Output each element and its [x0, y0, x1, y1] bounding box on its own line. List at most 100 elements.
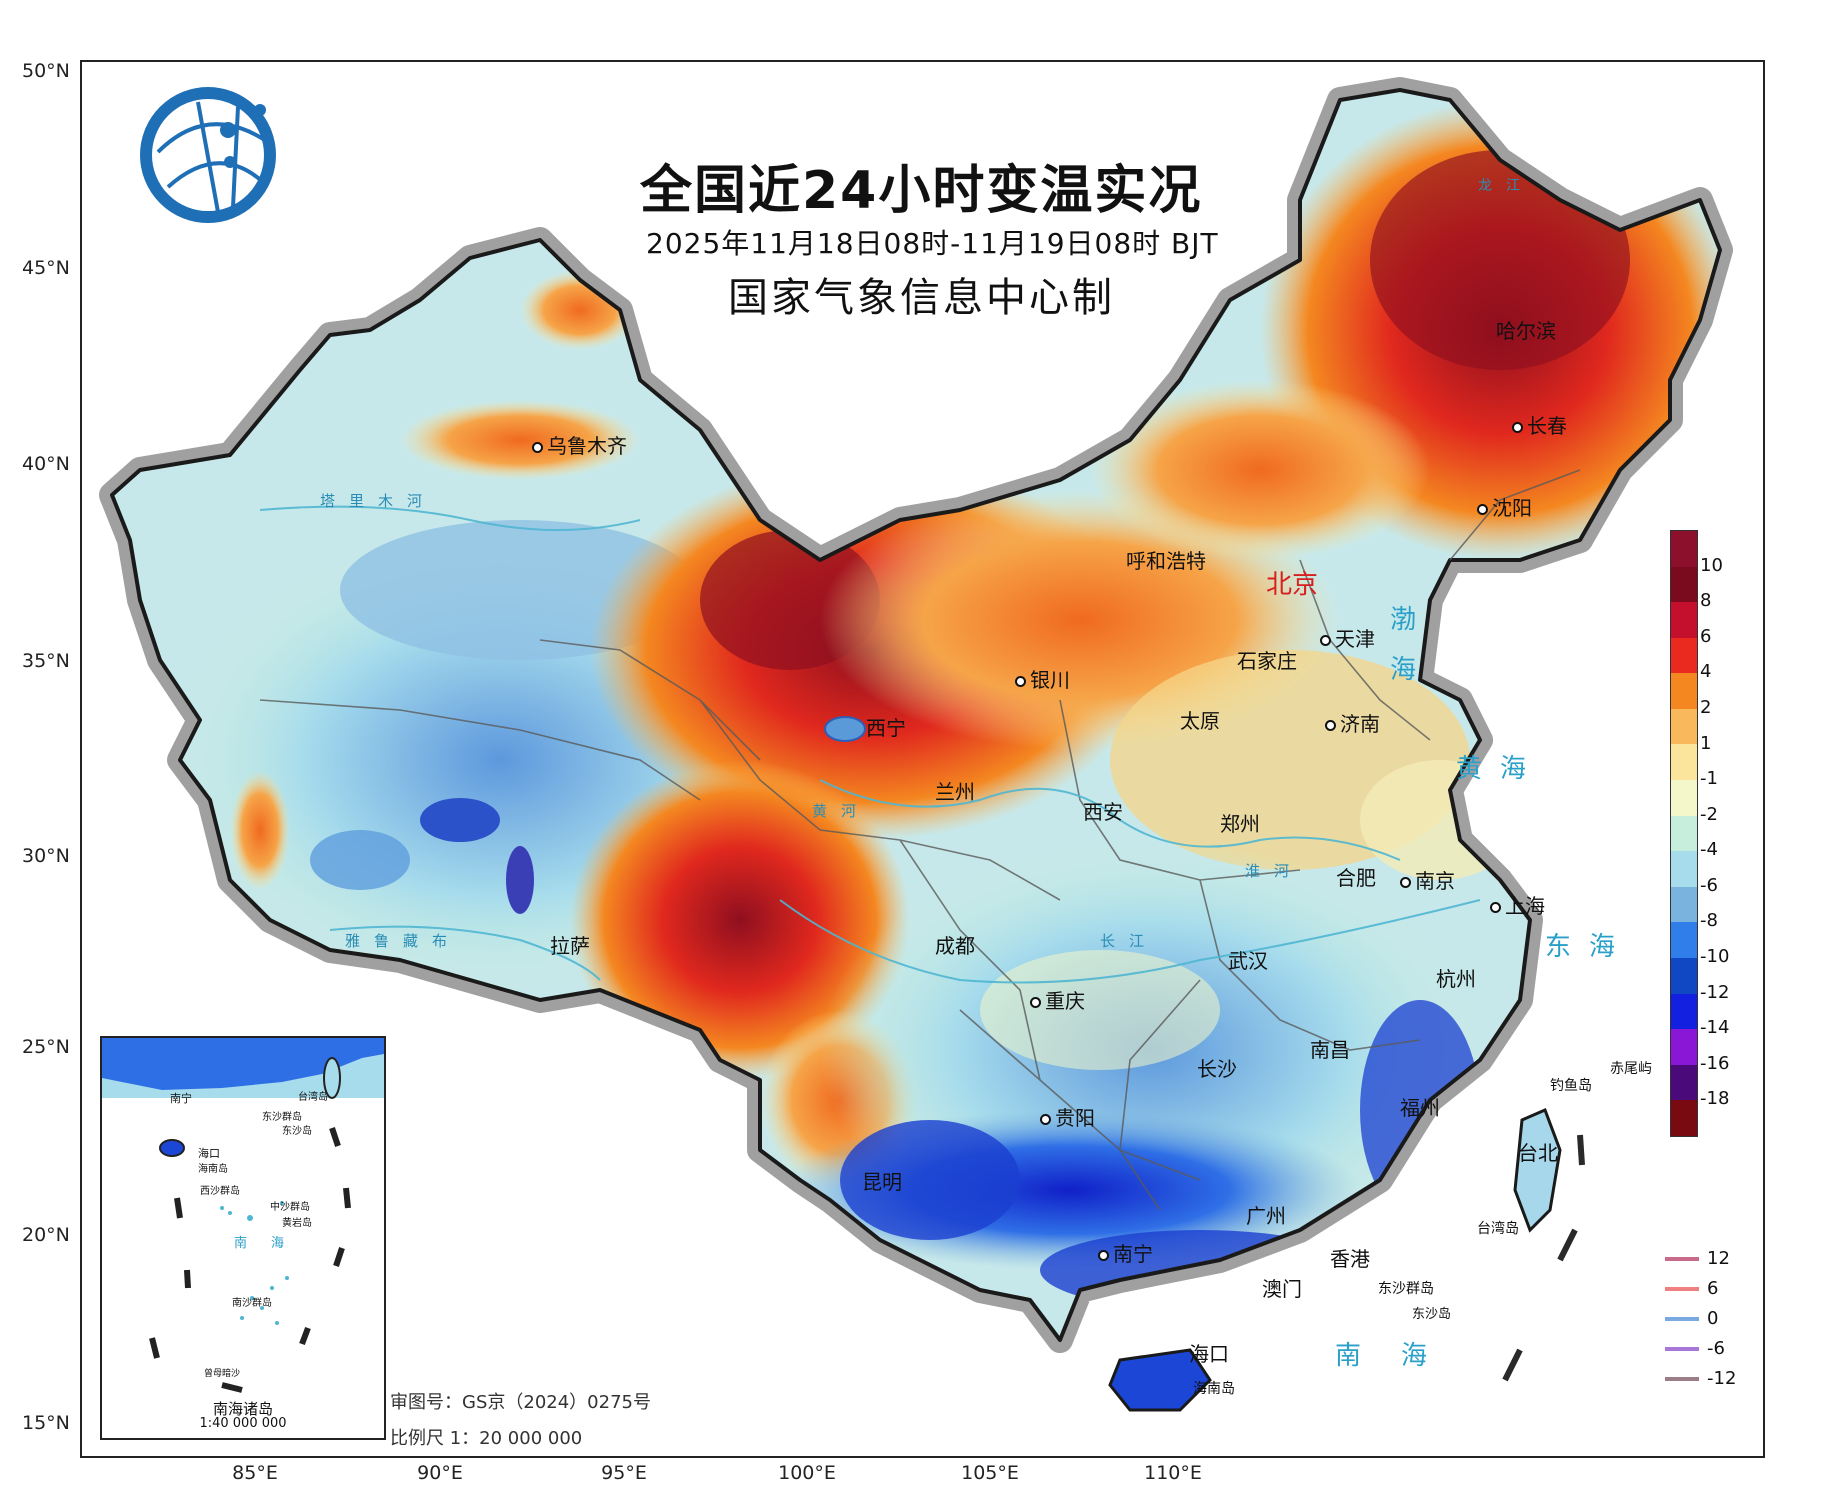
contour-legend-row: -12: [1665, 1368, 1736, 1389]
legend-tick-label: -10: [1700, 946, 1730, 968]
lat-label-40: 40°N: [22, 453, 70, 475]
inset-label: 东沙群岛: [262, 1112, 302, 1123]
city-label: 拉萨: [550, 934, 590, 958]
legend-tick-label: 2: [1700, 696, 1712, 718]
legend-swatch: [1671, 851, 1697, 887]
city-label: 长春: [1512, 410, 1567, 439]
legend-swatch: [1671, 566, 1697, 603]
legend-swatch: [1671, 602, 1697, 638]
legend-tick-label: 4: [1700, 661, 1712, 683]
city-label: 澳门: [1262, 1277, 1302, 1301]
map-title: 全国近24小时变温实况: [640, 161, 1203, 221]
city-label: 郑州: [1220, 812, 1260, 836]
city-label: 兰州: [935, 780, 975, 804]
city-label: 哈尔滨: [1496, 319, 1556, 343]
lat-label-35: 35°N: [22, 650, 70, 672]
contour-legend-row: 12: [1665, 1248, 1730, 1269]
legend-tick-label: -6: [1700, 874, 1718, 896]
legend-swatch: [1671, 922, 1697, 958]
color-legend: [1670, 530, 1698, 1137]
city-label: 成都: [935, 934, 975, 958]
legend-tick-label: 1: [1700, 732, 1712, 754]
legend-swatch: [1671, 780, 1697, 816]
contour-legend-swatch: [1665, 1287, 1699, 1291]
city-label: 香港: [1330, 1247, 1370, 1271]
legend-swatch: [1671, 886, 1697, 923]
city-label: 武汉: [1228, 949, 1268, 973]
legend-swatch: [1671, 531, 1697, 567]
lat-label-20: 20°N: [22, 1224, 70, 1246]
south-china-sea-inset: 南宁 海口 海南岛 西沙群岛 中沙群岛 黄岩岛 南沙群岛 曾母暗沙 东沙群岛 东…: [100, 1036, 386, 1440]
city-label: 南京: [1400, 865, 1455, 894]
legend-tick-label: -4: [1700, 839, 1718, 861]
legend-swatch: [1671, 993, 1697, 1030]
inset-label: 东沙岛: [282, 1126, 312, 1137]
lat-label-50: 50°N: [22, 60, 70, 82]
map-producer: 国家气象信息中心制: [728, 275, 1115, 321]
river-label: 塔里木河: [320, 492, 437, 510]
island-label: 东沙群岛: [1378, 1281, 1434, 1297]
lon-label-95: 95°E: [601, 1462, 647, 1484]
city-label: 广州: [1246, 1204, 1286, 1228]
legend-swatch: [1671, 637, 1697, 674]
island-label: 钓鱼岛: [1550, 1078, 1592, 1094]
lat-label-15: 15°N: [22, 1412, 70, 1434]
city-label: 长沙: [1197, 1057, 1237, 1081]
legend-tick-label: 8: [1700, 590, 1712, 612]
contour-legend-swatch: [1665, 1347, 1699, 1351]
inset-title: 南海诸岛: [212, 1400, 273, 1418]
contour-legend-row: 0: [1665, 1308, 1718, 1329]
lat-label-45: 45°N: [22, 257, 70, 279]
inset-label: 黄岩岛: [282, 1218, 312, 1229]
lat-label-30: 30°N: [22, 845, 70, 867]
legend-swatch: [1671, 744, 1697, 781]
inset-label: 南海: [234, 1236, 309, 1251]
hainan-island: [1108, 1348, 1212, 1412]
river-label: 雅鲁藏布: [345, 932, 462, 950]
city-label: 重庆: [1030, 985, 1085, 1014]
city-label: 乌鲁木齐: [532, 430, 627, 459]
contour-legend-label: 6: [1707, 1278, 1719, 1299]
contour-legend-swatch: [1665, 1317, 1699, 1321]
legend-tick-label: -8: [1700, 910, 1718, 932]
contour-legend-label: -6: [1707, 1338, 1725, 1359]
legend-tick-label: 10: [1700, 554, 1723, 576]
lon-label-100: 100°E: [778, 1462, 836, 1484]
rivers: [259, 505, 1481, 984]
inset-label: 曾母暗沙: [204, 1369, 241, 1379]
province-lines: [259, 469, 1581, 1211]
city-label: 呼和浩特: [1126, 549, 1206, 573]
city-label: 台北: [1518, 1141, 1558, 1165]
inset-label: 南宁: [170, 1092, 192, 1105]
city-label: 太原: [1180, 709, 1220, 733]
qinghai-lake: [824, 716, 866, 742]
lat-label-25: 25°N: [22, 1036, 70, 1058]
city-label: 南宁: [1098, 1238, 1153, 1267]
city-label: 昆明: [862, 1170, 902, 1194]
city-label: 杭州: [1436, 967, 1476, 991]
legend-swatch: [1671, 708, 1697, 745]
inset-label: 海南岛: [198, 1164, 228, 1175]
contour-legend-swatch: [1665, 1377, 1699, 1381]
lon-label-110: 110°E: [1144, 1462, 1202, 1484]
legend-swatch: [1671, 1100, 1697, 1136]
legend-tick-label: -1: [1700, 768, 1718, 790]
city-label: 银川: [1015, 664, 1070, 693]
legend-swatch: [1671, 815, 1697, 852]
city-label: 西宁: [866, 716, 906, 740]
river-label: 淮河: [1245, 862, 1304, 880]
contour-legend-swatch: [1665, 1257, 1699, 1261]
sea-label-nanhai: 南海: [1335, 1341, 1468, 1371]
legend-tick-label: -12: [1700, 981, 1730, 1003]
city-label: 石家庄: [1237, 649, 1297, 673]
city-label: 贵阳: [1040, 1102, 1095, 1131]
contour-legend-row: -6: [1665, 1338, 1725, 1359]
sea-label-huanghai: 黄海: [1456, 754, 1545, 784]
city-label: 海口: [1189, 1342, 1229, 1366]
lon-label-105: 105°E: [961, 1462, 1019, 1484]
inset-label: 西沙群岛: [200, 1186, 240, 1197]
legend-swatch: [1671, 673, 1697, 709]
legend-tick-label: -14: [1700, 1017, 1730, 1039]
city-label: 西安: [1083, 800, 1123, 824]
contour-legend-label: 0: [1707, 1308, 1719, 1329]
